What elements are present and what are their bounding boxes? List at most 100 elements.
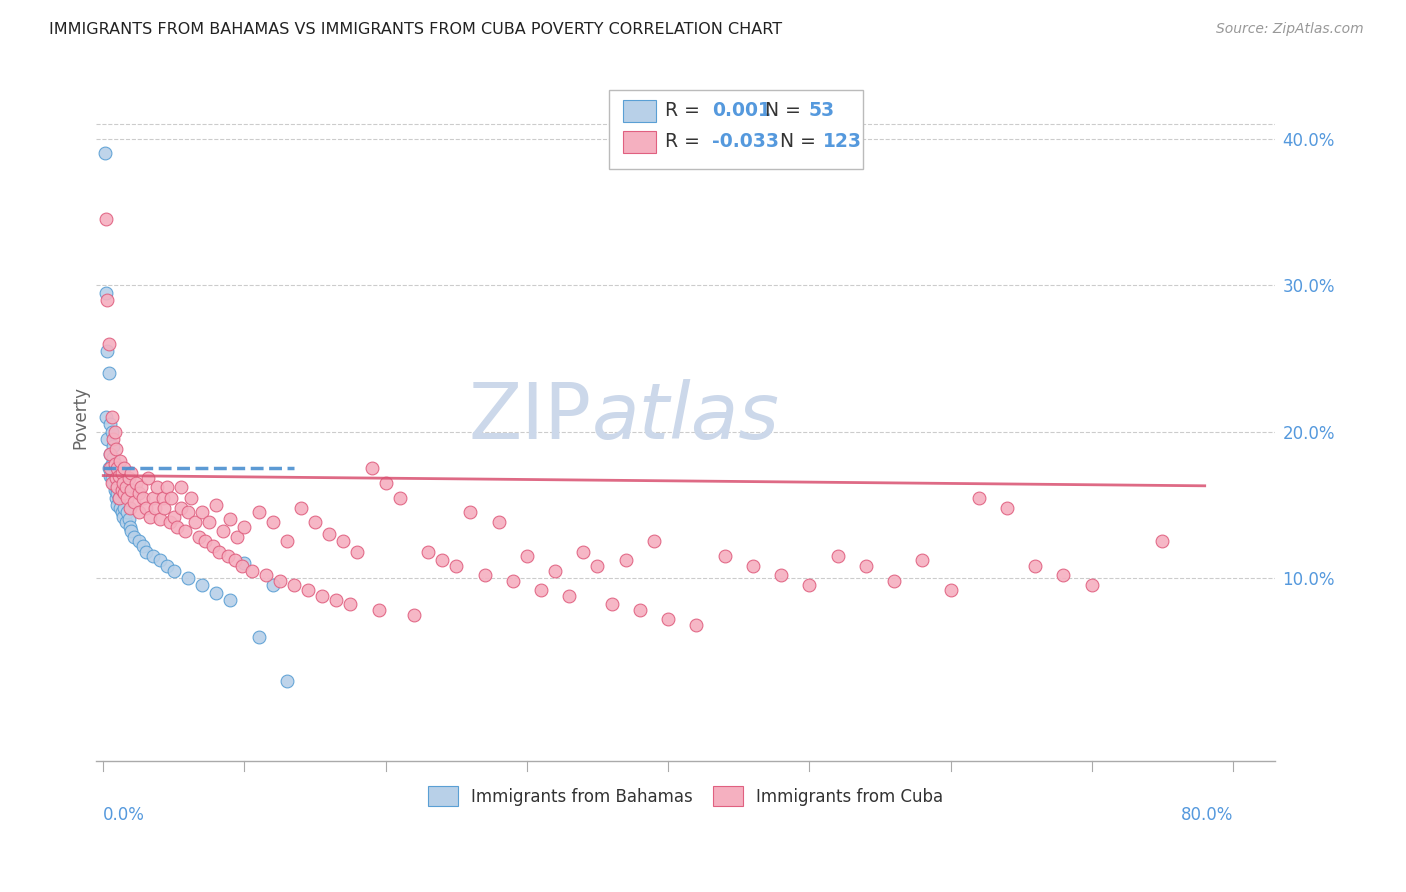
Point <box>121 483 143 498</box>
Point <box>502 574 524 588</box>
Point <box>104 442 127 457</box>
Point <box>262 578 284 592</box>
Point <box>177 505 200 519</box>
Point <box>105 461 128 475</box>
Point <box>367 603 389 617</box>
Point <box>1152 534 1174 549</box>
Point <box>132 539 155 553</box>
Point <box>226 530 249 544</box>
Text: 0.001: 0.001 <box>711 102 770 120</box>
Point <box>1080 578 1102 592</box>
Point <box>100 425 122 439</box>
Point <box>156 480 179 494</box>
Legend: Immigrants from Bahamas, Immigrants from Cuba: Immigrants from Bahamas, Immigrants from… <box>419 778 952 814</box>
Point <box>360 461 382 475</box>
Point <box>967 491 990 505</box>
Point <box>97 336 120 351</box>
Point <box>139 509 162 524</box>
Point <box>94 212 117 227</box>
Point <box>283 578 305 592</box>
Point <box>153 500 176 515</box>
Point <box>138 471 160 485</box>
Point <box>105 498 128 512</box>
Text: IMMIGRANTS FROM BAHAMAS VS IMMIGRANTS FROM CUBA POVERTY CORRELATION CHART: IMMIGRANTS FROM BAHAMAS VS IMMIGRANTS FR… <box>49 22 782 37</box>
Point <box>174 524 197 539</box>
Point <box>101 432 124 446</box>
Text: 80.0%: 80.0% <box>1181 805 1233 823</box>
Point <box>110 466 132 480</box>
Point <box>191 578 214 592</box>
Point <box>100 457 122 471</box>
Point <box>97 366 120 380</box>
Point <box>103 461 125 475</box>
Point <box>111 509 134 524</box>
Point <box>254 568 277 582</box>
Point <box>121 466 143 480</box>
Point <box>208 544 231 558</box>
Point <box>233 557 256 571</box>
Text: N =: N = <box>765 102 807 120</box>
Point <box>110 483 132 498</box>
Point <box>149 553 172 567</box>
Point <box>180 491 202 505</box>
Point <box>643 534 665 549</box>
Point <box>104 471 127 485</box>
Point <box>100 409 122 424</box>
Point <box>100 471 122 485</box>
Point <box>388 491 411 505</box>
Point <box>276 534 298 549</box>
Point <box>600 598 623 612</box>
Point <box>325 593 347 607</box>
Point <box>96 344 118 359</box>
Point <box>101 439 124 453</box>
Point <box>586 559 609 574</box>
Point <box>558 589 581 603</box>
Point <box>198 516 221 530</box>
Point <box>107 468 129 483</box>
Text: R =: R = <box>665 132 706 152</box>
Point <box>446 559 468 574</box>
Point <box>94 409 117 424</box>
Point <box>105 486 128 500</box>
Point <box>544 564 567 578</box>
Text: R =: R = <box>665 102 706 120</box>
Point <box>166 520 188 534</box>
Point <box>149 512 172 526</box>
Point <box>430 553 453 567</box>
Point <box>128 505 150 519</box>
Point <box>202 539 225 553</box>
Point <box>855 559 877 574</box>
Point <box>170 480 193 494</box>
Point <box>111 475 134 490</box>
Point <box>117 491 139 505</box>
Point <box>474 568 496 582</box>
Point <box>96 293 118 307</box>
Point <box>269 574 291 588</box>
Point <box>1052 568 1074 582</box>
Point <box>713 549 735 563</box>
Point <box>97 461 120 475</box>
Point <box>107 491 129 505</box>
Text: N =: N = <box>780 132 823 152</box>
Point <box>108 468 131 483</box>
Point <box>121 524 143 539</box>
Point <box>115 516 138 530</box>
Point <box>657 612 679 626</box>
Point <box>163 509 186 524</box>
Point <box>188 530 211 544</box>
Point <box>98 447 121 461</box>
Point <box>107 475 129 490</box>
Text: 0.0%: 0.0% <box>103 805 145 823</box>
Point <box>827 549 849 563</box>
Point <box>146 480 169 494</box>
Point <box>297 582 319 597</box>
Point <box>159 516 181 530</box>
Point <box>98 461 121 475</box>
Point <box>128 534 150 549</box>
Point <box>231 559 253 574</box>
Point <box>276 673 298 688</box>
Point <box>98 417 121 432</box>
Point <box>233 520 256 534</box>
Point <box>572 544 595 558</box>
Point <box>219 512 242 526</box>
